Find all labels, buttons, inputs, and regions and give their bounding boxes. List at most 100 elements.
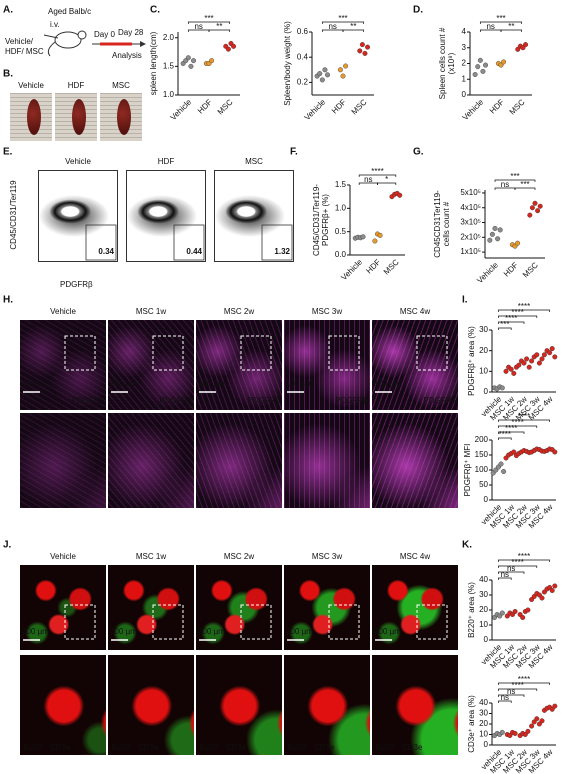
- significance-label: ***: [500, 320, 509, 329]
- significance-label: ns: [486, 22, 494, 31]
- zoom-box: [328, 335, 360, 371]
- stain-label: B220: [112, 743, 131, 752]
- pdgfrb-zoom: [196, 413, 282, 508]
- scale-label: 200 µm: [374, 627, 401, 636]
- panel-label: K.: [462, 540, 472, 551]
- pdgfrb-zoom: [372, 413, 458, 508]
- scale-label: 100 µm: [198, 379, 225, 388]
- x-tick-label: MSC: [382, 257, 401, 276]
- data-point: [539, 718, 545, 724]
- significance-bracket: [498, 694, 525, 697]
- x-tick-label: MSC: [508, 97, 527, 116]
- data-point: [534, 352, 540, 358]
- data-point: [549, 346, 555, 352]
- data-point: [552, 354, 558, 360]
- x-tick-label: MSC: [216, 97, 235, 116]
- significance-label: ***: [520, 180, 529, 189]
- data-point: [532, 200, 538, 206]
- panel-label: A.: [3, 5, 13, 16]
- data-point: [535, 208, 541, 214]
- y-tick-label: 10: [479, 366, 488, 375]
- panel-label: F.: [290, 147, 298, 158]
- b220-image: [108, 565, 194, 650]
- data-point: [472, 72, 478, 78]
- data-point: [480, 68, 486, 74]
- pdgfrb-zoom: [108, 413, 194, 508]
- y-tick-label: 30: [479, 325, 488, 334]
- spleen: [27, 99, 41, 135]
- panel-label: I.: [462, 295, 468, 306]
- y-tick-label: 1: [462, 74, 467, 83]
- data-point: [365, 44, 371, 50]
- significance-bracket: [498, 327, 512, 330]
- y-tick-label: 30: [479, 709, 488, 718]
- y-tick-label: 100: [475, 465, 489, 474]
- b220-zoom: [196, 655, 282, 755]
- panel-label: B.: [3, 69, 13, 80]
- pdgfrb-image: [108, 320, 194, 410]
- zoom-box: [416, 335, 448, 371]
- data-point: [475, 64, 481, 70]
- significance-label: ****: [511, 308, 523, 317]
- data-point: [322, 67, 328, 73]
- y-axis-label: CD45CD31Ter119-: [433, 190, 442, 258]
- significance-label: ***: [510, 172, 519, 181]
- significance-label: ****: [518, 552, 530, 561]
- x-tick-label: Vehicle: [303, 97, 328, 122]
- stain-label: PDGFRβ: [71, 396, 104, 405]
- data-point: [526, 364, 532, 370]
- data-point: [343, 63, 349, 69]
- mouse-icon: [54, 31, 82, 49]
- column-label: Vehicle: [50, 552, 76, 561]
- data-point: [552, 449, 558, 455]
- flow-plot: [126, 170, 206, 262]
- gate-percent: 0.44: [186, 247, 202, 256]
- x-tick-label: Vehicle: [339, 257, 364, 282]
- y-tick-label: 3: [462, 43, 467, 52]
- mouse-head: [77, 30, 87, 40]
- significance-label: ****: [518, 675, 530, 684]
- significance-label: **: [508, 22, 514, 31]
- column-label: MSC 2w: [224, 307, 254, 316]
- data-point: [541, 352, 547, 358]
- significance-bracket: [342, 29, 365, 32]
- stain-label: CD3e: [138, 743, 159, 752]
- data-point: [225, 46, 231, 52]
- flow-plot: [38, 170, 118, 262]
- gate: [261, 224, 293, 261]
- mouse-tail: [47, 41, 56, 57]
- x-tick-label: MSC: [521, 260, 540, 279]
- x-tick-label: Vehicle: [461, 97, 486, 122]
- data-point: [534, 716, 540, 722]
- significance-label: ****: [499, 430, 511, 439]
- data-point: [499, 729, 505, 735]
- significance-label: ns: [507, 564, 515, 573]
- data-point: [515, 240, 521, 246]
- data-point: [537, 203, 543, 209]
- zoom-box: [64, 335, 96, 371]
- spleen-photo: [10, 93, 52, 141]
- data-point: [477, 57, 483, 63]
- scale-label: 200 µm: [286, 627, 313, 636]
- stain-label: CD3e: [314, 743, 335, 752]
- significance-bracket: [498, 425, 538, 428]
- significance-bracket: [514, 187, 536, 190]
- data-point: [499, 385, 505, 391]
- day0: Day 0: [94, 30, 115, 39]
- gate-percent: 0.34: [98, 247, 114, 256]
- pdgfrb-image: [372, 320, 458, 410]
- y-tick-label: 2.0: [163, 33, 175, 42]
- stain-label: CD3e: [402, 743, 423, 752]
- significance-label: ns: [507, 687, 515, 696]
- spleen-photo: [55, 93, 97, 141]
- panel-label: D.: [413, 5, 423, 16]
- data-point: [362, 50, 368, 56]
- y-tick-label: 1.5: [163, 61, 175, 70]
- spleen: [117, 99, 131, 135]
- scale-label: 100 µm: [110, 379, 137, 388]
- data-point: [508, 366, 514, 372]
- data-point: [552, 703, 558, 709]
- data-point: [516, 362, 522, 368]
- data-point: [552, 583, 558, 589]
- data-point: [501, 59, 507, 65]
